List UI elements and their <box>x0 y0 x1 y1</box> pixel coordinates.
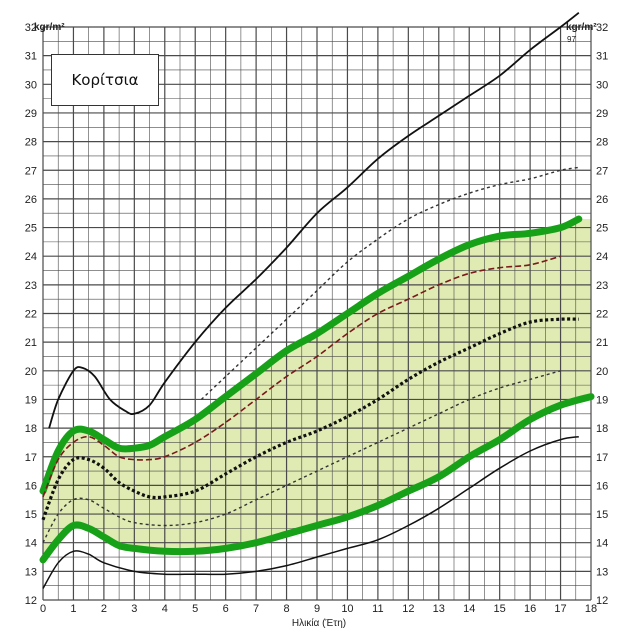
y-tick-label-right: 21 <box>596 337 608 349</box>
x-tick-label: 18 <box>585 603 597 615</box>
x-tick-label: 12 <box>402 603 414 615</box>
y-tick-label-left: 22 <box>25 309 37 321</box>
x-tick-label: 7 <box>253 603 259 615</box>
percentile-curve-4 <box>42 255 561 498</box>
x-tick-label: 1 <box>70 603 76 615</box>
y-tick-label-right: 31 <box>596 51 608 63</box>
y-tick-label-right: 28 <box>596 137 608 149</box>
y-tick-label-right: 13 <box>596 566 608 578</box>
y-tick-label-left: 30 <box>25 79 37 91</box>
x-tick-label: 17 <box>554 603 566 615</box>
legend-title-box: Κορίτσια <box>51 54 159 106</box>
x-tick-label: 0 <box>40 603 46 615</box>
y-tick-label-left: 14 <box>25 538 37 550</box>
y-tick-label-right: 26 <box>596 194 608 206</box>
y-tick-label-right: 27 <box>596 165 608 177</box>
y-tick-label-right: 23 <box>596 280 608 292</box>
grid <box>42 26 592 601</box>
y-tick-label-right: 20 <box>596 366 608 378</box>
percentile-curve-7 <box>39 393 595 564</box>
x-tick-label: 8 <box>283 603 289 615</box>
y-tick-label-right: 19 <box>596 394 608 406</box>
y-tick-label-left: 24 <box>25 251 37 263</box>
y-tick-label-left: 21 <box>25 337 37 349</box>
percentile-curve-5 <box>41 317 579 521</box>
x-tick-label: 4 <box>162 603 168 615</box>
y-tick-label-left: 31 <box>25 51 37 63</box>
y-tick-label-right: 25 <box>596 223 608 235</box>
y-tick-label-right: 22 <box>596 309 608 321</box>
y-tick-label-left: 23 <box>25 280 37 292</box>
y-tick-label-left: 19 <box>25 394 37 406</box>
y-unit-left: kgr/m² <box>34 22 65 33</box>
percentile-curve-3 <box>39 215 583 495</box>
percentile-curve-6 <box>42 370 561 544</box>
x-tick-label: 3 <box>131 603 137 615</box>
y-tick-label-left: 15 <box>25 509 37 521</box>
percentile-curves <box>39 11 595 589</box>
y-tick-label-left: 12 <box>25 595 37 607</box>
y-tick-label-left: 18 <box>25 423 37 435</box>
y-tick-label-left: 25 <box>25 223 37 235</box>
x-tick-label: 6 <box>223 603 229 615</box>
y-tick-label-left: 16 <box>25 480 37 492</box>
y-tick-label-right: 14 <box>596 538 608 550</box>
y-tick-label-left: 13 <box>25 566 37 578</box>
x-axis-title: Ηλικία (Έτη) <box>292 617 346 629</box>
y-tick-label-right: 15 <box>596 509 608 521</box>
percentile-curve-2 <box>200 166 579 401</box>
x-tick-label: 10 <box>341 603 353 615</box>
percentile-curve-1 <box>48 11 580 429</box>
y-tick-label-right: 17 <box>596 452 608 464</box>
y-tick-label-left: 20 <box>25 366 37 378</box>
x-tick-label: 5 <box>192 603 198 615</box>
y-tick-label-right: 29 <box>596 108 608 120</box>
y-tick-label-left: 32 <box>25 22 37 34</box>
chart-title: Κορίτσια <box>71 71 139 89</box>
y-tick-label-right: 12 <box>596 595 608 607</box>
y-tick-label-right: 16 <box>596 480 608 492</box>
x-tick-label: 16 <box>524 603 536 615</box>
x-tick-label: 9 <box>314 603 320 615</box>
y-unit-right: kgr/m² <box>566 22 597 33</box>
y-tick-label-left: 29 <box>25 108 37 120</box>
x-tick-label: 2 <box>101 603 107 615</box>
y-tick-label-left: 28 <box>25 137 37 149</box>
percentile-curve-8 <box>42 435 579 589</box>
x-tick-label: 14 <box>463 603 475 615</box>
y-tick-label-right: 18 <box>596 423 608 435</box>
x-tick-label: 15 <box>494 603 506 615</box>
y-tick-label-left: 17 <box>25 452 37 464</box>
top-percentile-label: 97 <box>567 35 576 44</box>
y-tick-label-right: 24 <box>596 251 608 263</box>
y-tick-label-left: 26 <box>25 194 37 206</box>
x-tick-label: 13 <box>433 603 445 615</box>
y-tick-label-right: 30 <box>596 79 608 91</box>
y-tick-label-left: 27 <box>25 165 37 177</box>
x-tick-label: 11 <box>372 603 383 615</box>
y-tick-label-right: 32 <box>596 22 608 34</box>
